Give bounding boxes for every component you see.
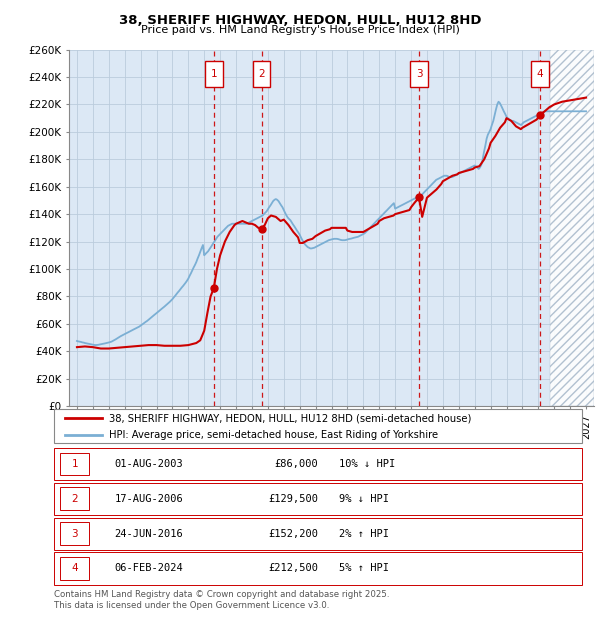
Text: £152,200: £152,200 bbox=[268, 529, 318, 539]
Text: 10% ↓ HPI: 10% ↓ HPI bbox=[339, 459, 395, 469]
FancyBboxPatch shape bbox=[61, 522, 89, 545]
Text: 2% ↑ HPI: 2% ↑ HPI bbox=[339, 529, 389, 539]
FancyBboxPatch shape bbox=[61, 453, 89, 475]
Text: 24-JUN-2016: 24-JUN-2016 bbox=[115, 529, 184, 539]
Text: Price paid vs. HM Land Registry's House Price Index (HPI): Price paid vs. HM Land Registry's House … bbox=[140, 25, 460, 35]
Text: 1: 1 bbox=[211, 69, 217, 79]
FancyBboxPatch shape bbox=[61, 487, 89, 510]
Text: 38, SHERIFF HIGHWAY, HEDON, HULL, HU12 8HD: 38, SHERIFF HIGHWAY, HEDON, HULL, HU12 8… bbox=[119, 14, 481, 27]
FancyBboxPatch shape bbox=[54, 448, 582, 480]
Text: 3: 3 bbox=[71, 529, 78, 539]
FancyBboxPatch shape bbox=[410, 61, 428, 87]
FancyBboxPatch shape bbox=[54, 409, 582, 443]
Text: £86,000: £86,000 bbox=[274, 459, 318, 469]
Text: 06-FEB-2024: 06-FEB-2024 bbox=[115, 564, 184, 574]
Text: £212,500: £212,500 bbox=[268, 564, 318, 574]
FancyBboxPatch shape bbox=[61, 557, 89, 580]
FancyBboxPatch shape bbox=[54, 518, 582, 549]
FancyBboxPatch shape bbox=[531, 61, 548, 87]
Text: 9% ↓ HPI: 9% ↓ HPI bbox=[339, 494, 389, 503]
Text: 4: 4 bbox=[536, 69, 543, 79]
FancyBboxPatch shape bbox=[205, 61, 223, 87]
FancyBboxPatch shape bbox=[54, 482, 582, 515]
Text: 17-AUG-2006: 17-AUG-2006 bbox=[115, 494, 184, 503]
Text: 01-AUG-2003: 01-AUG-2003 bbox=[115, 459, 184, 469]
Text: Contains HM Land Registry data © Crown copyright and database right 2025.
This d: Contains HM Land Registry data © Crown c… bbox=[54, 590, 389, 609]
Text: 4: 4 bbox=[71, 564, 78, 574]
Text: 3: 3 bbox=[416, 69, 422, 79]
Text: 2: 2 bbox=[258, 69, 265, 79]
Text: HPI: Average price, semi-detached house, East Riding of Yorkshire: HPI: Average price, semi-detached house,… bbox=[109, 430, 439, 440]
Text: 2: 2 bbox=[71, 494, 78, 503]
Text: 5% ↑ HPI: 5% ↑ HPI bbox=[339, 564, 389, 574]
Text: £129,500: £129,500 bbox=[268, 494, 318, 503]
FancyBboxPatch shape bbox=[253, 61, 270, 87]
Text: 38, SHERIFF HIGHWAY, HEDON, HULL, HU12 8HD (semi-detached house): 38, SHERIFF HIGHWAY, HEDON, HULL, HU12 8… bbox=[109, 414, 472, 423]
Text: 1: 1 bbox=[71, 459, 78, 469]
FancyBboxPatch shape bbox=[54, 552, 582, 585]
